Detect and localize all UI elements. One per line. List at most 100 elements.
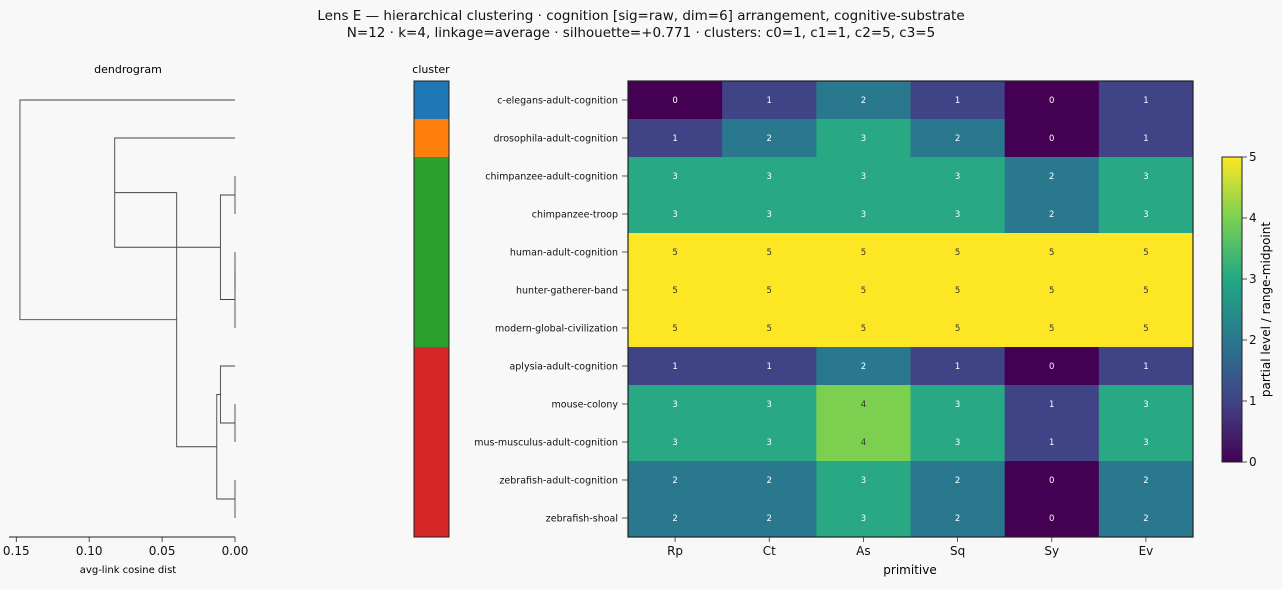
dendrogram-tick-label: 0.05 (149, 544, 176, 558)
heatmap-cell-label: 3 (767, 438, 772, 448)
heatmap-cell-label: 5 (955, 248, 960, 258)
dendrogram-panel: dendrogram avg-link cosine dist 0.15 0.10… (3, 63, 248, 576)
dendrogram-tick-label: 0.15 (3, 544, 30, 558)
cluster-strip-cell (414, 119, 449, 158)
heatmap-cell-label: 5 (955, 286, 960, 296)
heatmap-cell (816, 499, 911, 538)
colorbar-tick-label: 3 (1249, 272, 1257, 286)
heatmap-cell (910, 461, 1006, 500)
cluster-strip-cell (414, 81, 449, 120)
heatmap-cell-label: 2 (1143, 514, 1148, 524)
heatmap-cell-label: 1 (1143, 134, 1148, 144)
colorbar (1221, 156, 1243, 463)
heatmap-cell-label: 2 (955, 476, 960, 486)
row-label: hunter-gatherer-band (516, 286, 618, 297)
heatmap-cell-label: 1 (955, 96, 960, 106)
heatmap-cell (910, 309, 1006, 348)
heatmap-cell-label: 3 (672, 438, 677, 448)
colorbar-tick-label: 2 (1249, 333, 1257, 347)
cluster-strip-cell (414, 233, 449, 272)
row-label: drosophila-adult-cognition (494, 134, 618, 145)
column-label: Sy (1044, 544, 1059, 558)
heatmap-cell (722, 119, 817, 158)
heatmap-cell-label: 3 (861, 514, 866, 524)
heatmap-cell-label: 4 (861, 438, 866, 448)
figure-subtitle: N=12 · k=4, linkage=average · silhouette… (347, 25, 935, 41)
heatmap-cell-label: 4 (861, 400, 866, 410)
dendrogram-tick-label: 0.00 (222, 544, 249, 558)
heatmap-cell (628, 309, 723, 348)
heatmap-cell (816, 423, 911, 462)
heatmap-cell-label: 5 (1143, 286, 1148, 296)
heatmap-cell-label: 1 (1049, 400, 1054, 410)
heatmap-cell (1004, 81, 1100, 120)
heatmap-cell-label: 2 (955, 134, 960, 144)
figure-title: Lens E — hierarchical clustering · cogni… (317, 8, 964, 24)
heatmap-cell (628, 347, 723, 386)
heatmap-xlabel: primitive (883, 563, 936, 577)
heatmap-cell (628, 271, 723, 310)
heatmap-cell-label: 3 (672, 400, 677, 410)
heatmap-cell-label: 5 (861, 286, 866, 296)
heatmap-cell-label: 3 (1143, 172, 1148, 182)
heatmap-cell-label: 0 (672, 96, 677, 106)
heatmap-cell-label: 3 (1143, 400, 1148, 410)
row-label: mouse-colony (552, 400, 619, 411)
heatmap-cell (1004, 309, 1100, 348)
cluster-strip-title: cluster (412, 63, 450, 76)
heatmap-cell-label: 0 (1049, 134, 1054, 144)
heatmap-cell (816, 81, 911, 120)
heatmap-cell (1098, 499, 1194, 538)
heatmap-cell (1098, 385, 1194, 424)
cluster-strip-cell (414, 423, 449, 462)
heatmap-cell-label: 0 (1049, 514, 1054, 524)
row-label: modern-global-civilization (495, 324, 618, 335)
heatmap-cell-label: 2 (1049, 210, 1054, 220)
heatmap-cell (1098, 157, 1194, 196)
heatmap-cell (628, 157, 723, 196)
heatmap-cell (816, 271, 911, 310)
row-label: mus-musculus-adult-cognition (474, 438, 618, 449)
cluster-strip-cell (414, 157, 449, 196)
heatmap-cell (910, 423, 1006, 462)
heatmap-cell (1004, 499, 1100, 538)
dendrogram-title: dendrogram (94, 63, 162, 76)
dendrogram-link (219, 365, 235, 424)
heatmap-cell (628, 81, 723, 120)
cluster-strip-frame (413, 80, 450, 538)
heatmap-cell-label: 3 (1143, 210, 1148, 220)
heatmap-cell (1098, 309, 1194, 348)
heatmap-cell (910, 81, 1006, 120)
heatmap-cell (910, 499, 1006, 538)
heatmap-cell (816, 347, 911, 386)
heatmap-cell (722, 423, 817, 462)
row-label: c-elegans-adult-cognition (497, 96, 618, 107)
heatmap-frame (627, 80, 1194, 538)
heatmap-cell (1004, 271, 1100, 310)
column-label: Ev (1139, 544, 1154, 558)
heatmap-cell (816, 195, 911, 234)
heatmap-cell-label: 5 (767, 286, 772, 296)
cluster-strip-cell (414, 461, 449, 500)
heatmap-cell-label: 3 (861, 134, 866, 144)
heatmap-cell-label: 5 (1049, 248, 1054, 258)
heatmap-cell (816, 385, 911, 424)
cluster-strip-panel: cluster (412, 63, 450, 538)
heatmap-cell (816, 233, 911, 272)
heatmap-cell (722, 309, 817, 348)
heatmap-cell-label: 3 (672, 172, 677, 182)
heatmap-cell-label: 5 (672, 248, 677, 258)
colorbar-label: partial level / range-midpoint (1259, 222, 1273, 397)
heatmap-cell-label: 5 (1049, 286, 1054, 296)
heatmap-panel: primitive 0 1 2 1 0 1 c-elegans-adult-cognitio… (474, 80, 1194, 577)
heatmap-cell-label: 1 (767, 96, 772, 106)
heatmap-cell (1004, 233, 1100, 272)
row-label: human-adult-cognition (510, 248, 618, 259)
heatmap-cell-label: 5 (861, 248, 866, 258)
heatmap-cell (722, 499, 817, 538)
heatmap-cell-label: 2 (767, 134, 772, 144)
heatmap-cell-label: 3 (861, 210, 866, 220)
column-label: Ct (763, 544, 776, 558)
